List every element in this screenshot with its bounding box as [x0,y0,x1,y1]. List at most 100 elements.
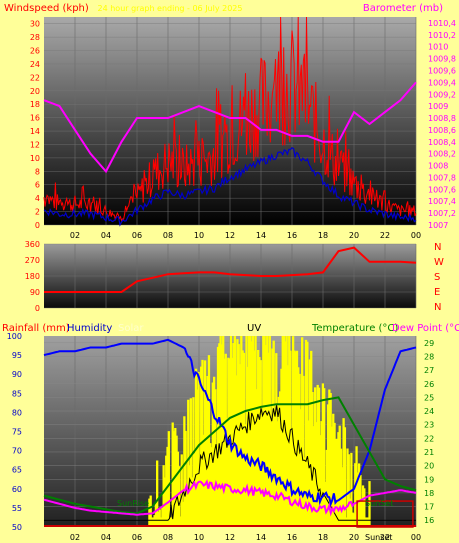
barometer-y-tick: 1009,6 [428,66,456,75]
wind-x-tick: 08 [163,231,173,240]
wind-x-tick: 18 [318,231,328,240]
compass-n-top: N [434,242,441,253]
direction-y-tick: 0 [35,304,40,313]
windspeed-y-tick: 8 [35,167,40,176]
direction-y-tick: 180 [25,272,40,281]
barometer-y-tick: 1009,4 [428,78,456,87]
climate-x-tick: 04 [101,533,111,542]
climate-x-tick: 14 [256,533,266,542]
windspeed-y-tick: 26 [30,47,40,56]
wind-x-tick: 12 [225,231,235,240]
windspeed-y-tick: 6 [35,181,40,190]
wind-x-tick: 10 [194,231,204,240]
barometer-y-tick: 1007 [428,221,448,230]
wind-x-tick: 20 [349,231,359,240]
windspeed-y-tick: 2 [35,208,40,217]
humidity-y-tick: 55 [12,504,22,513]
windspeed-y-tick: 22 [30,73,40,82]
climate-x-tick: 22 [380,533,390,542]
humidity-y-tick: 90 [12,370,22,379]
rainfall-block [356,500,414,528]
humidity-y-tick: 65 [12,466,22,475]
temperature-y-tick: 21 [424,448,434,457]
direction-y-tick: 270 [25,256,40,265]
temperature-y-tick: 26 [424,380,434,389]
temperature-y-tick: 29 [424,339,434,348]
climate-x-tick: 12 [225,533,235,542]
windspeed-y-tick: 16 [30,114,40,123]
wind-x-tick: 04 [101,231,111,240]
wind-x-tick: 14 [256,231,266,240]
uv-series-line [44,405,416,521]
climate-x-tick: 02 [70,533,80,542]
wind-x-tick: 02 [70,231,80,240]
humidity-series-line [43,338,417,508]
barometer-y-tick: 1007,2 [428,209,456,218]
compass-s: S [434,272,440,283]
temperature-y-tick: 19 [424,475,434,484]
legend-dewpoint: Dew Point (°C) [392,323,459,334]
barometer-y-tick: 1008,4 [428,138,456,147]
windspeed-axis-label: Windspeed (kph) [4,3,89,14]
barometer-y-tick: 1007,8 [428,173,456,182]
climate-x-tick: 00 [411,533,421,542]
barometer-y-tick: 1008,8 [428,114,456,123]
temperature-y-tick: 27 [424,366,434,375]
average-windspeed-line [43,147,417,227]
barometer-y-tick: 1010,2 [428,31,456,40]
wind-x-tick: 16 [287,231,297,240]
climate-x-tick: 18 [318,533,328,542]
temperature-y-tick: 25 [424,393,434,402]
humidity-y-tick: 85 [12,389,22,398]
windspeed-y-tick: 30 [30,20,40,29]
humidity-y-tick: 95 [12,351,22,360]
windspeed-y-tick: 24 [30,60,40,69]
barometer-y-tick: 1009 [428,102,448,111]
barometer-y-tick: 1010 [428,43,448,52]
barometer-y-tick: 1008,6 [428,126,456,135]
wind-x-tick: 06 [132,231,142,240]
humidity-y-tick: 70 [12,447,22,456]
temperature-y-tick: 16 [424,516,434,525]
windspeed-y-tick: 0 [35,221,40,230]
legend-uv: UV [247,323,261,334]
dewpoint-series-line [43,479,417,517]
temperature-y-tick: 22 [424,434,434,443]
climate-x-tick: 08 [163,533,173,542]
sunrise-label: SunRise [117,499,149,508]
sunset-label: SunSet [365,499,393,508]
barometer-axis-label: Barometer (mb) [363,3,443,14]
wind-x-tick: 22 [380,231,390,240]
windspeed-y-tick: 14 [30,127,40,136]
wind-x-tick: 00 [411,231,421,240]
windspeed-y-tick: 28 [30,33,40,42]
barometer-y-tick: 1007,6 [428,185,456,194]
temperature-y-tick: 28 [424,352,434,361]
windspeed-y-tick: 20 [30,87,40,96]
gust-series-line [43,16,417,222]
humidity-y-tick: 60 [12,485,22,494]
legend-rainfall: Rainfall (mm) [2,323,70,334]
sunset-axis-label: Sunset [365,533,392,542]
direction-y-tick: 360 [25,240,40,249]
temperature-series-line [43,396,417,515]
temperature-y-tick: 18 [424,489,434,498]
compass-n-bottom: N [434,302,441,313]
climate-x-tick: 10 [194,533,204,542]
barometer-y-tick: 1008,2 [428,150,456,159]
legend-temperature: Temperature (°C) [311,323,398,334]
legend-humidity: Humidity [67,323,112,334]
graph-date-label: 24 hour graph ending - 06 July 2025 [98,4,243,13]
compass-e: E [434,287,440,298]
barometer-y-tick: 1007,4 [428,197,456,206]
temperature-y-tick: 17 [424,503,434,512]
windspeed-y-tick: 10 [30,154,40,163]
temperature-y-tick: 24 [424,407,434,416]
barometer-y-tick: 1010,4 [428,19,456,28]
barometer-y-tick: 1009,8 [428,55,456,64]
climate-x-tick: 20 [349,533,359,542]
humidity-y-tick: 50 [12,523,22,532]
barometer-y-tick: 1009,2 [428,90,456,99]
